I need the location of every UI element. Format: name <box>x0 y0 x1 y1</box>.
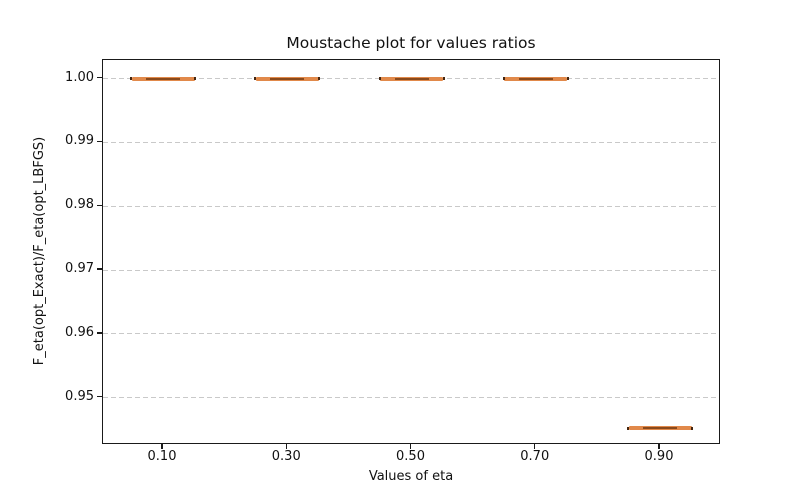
boxplot-whisker-cap <box>254 77 257 81</box>
gridline <box>103 141 719 143</box>
boxplot-median-line <box>518 77 553 80</box>
boxplot-median-line <box>643 427 677 430</box>
x-axis-label: Values of eta <box>368 469 454 484</box>
plot-area <box>102 59 720 444</box>
y-tick-label: 0.96 <box>65 324 94 340</box>
boxplot-whisker-cap <box>318 77 321 81</box>
y-axis-tick <box>97 396 102 398</box>
x-axis-tick <box>409 444 412 449</box>
boxplot-whisker-cap <box>502 77 505 81</box>
y-tick-label: 1.00 <box>65 69 94 85</box>
gridline <box>103 333 719 335</box>
gridline <box>103 397 719 399</box>
x-tick-label: 0.90 <box>644 449 674 464</box>
y-tick-label: 0.95 <box>65 388 94 404</box>
x-tick-label: 0.10 <box>147 449 177 464</box>
x-axis-tick <box>285 444 287 449</box>
chart-title: Moustache plot for values ratios <box>286 34 536 52</box>
y-axis-tick <box>97 140 102 143</box>
boxplot-whisker-cap <box>566 77 569 81</box>
boxplot-median-line <box>270 77 305 80</box>
boxplot-whisker-cap <box>691 426 693 430</box>
gridline <box>103 205 719 207</box>
x-tick-label: 0.30 <box>271 449 301 464</box>
y-tick-label: 0.98 <box>65 197 94 213</box>
boxplot-whisker-cap <box>442 77 445 81</box>
x-axis-tick <box>161 444 163 449</box>
boxplot-whisker-cap <box>627 426 629 430</box>
y-axis-tick <box>97 204 102 206</box>
x-tick-label: 0.70 <box>520 449 550 464</box>
y-axis-tick <box>97 76 102 79</box>
x-axis-tick <box>658 444 660 449</box>
boxplot-whisker-cap <box>378 77 381 81</box>
boxplot-whisker-cap <box>130 77 132 81</box>
boxplot-median-line <box>394 77 429 80</box>
y-tick-label: 0.99 <box>65 133 94 149</box>
boxplot-whisker-cap <box>194 77 196 81</box>
x-axis-tick <box>534 444 536 449</box>
gridline <box>103 269 719 271</box>
x-tick-label: 0.50 <box>396 449 425 464</box>
y-tick-label: 0.97 <box>65 261 94 277</box>
boxplot-median-line <box>146 77 180 80</box>
y-axis-tick <box>97 332 102 334</box>
y-axis-tick <box>97 268 102 270</box>
